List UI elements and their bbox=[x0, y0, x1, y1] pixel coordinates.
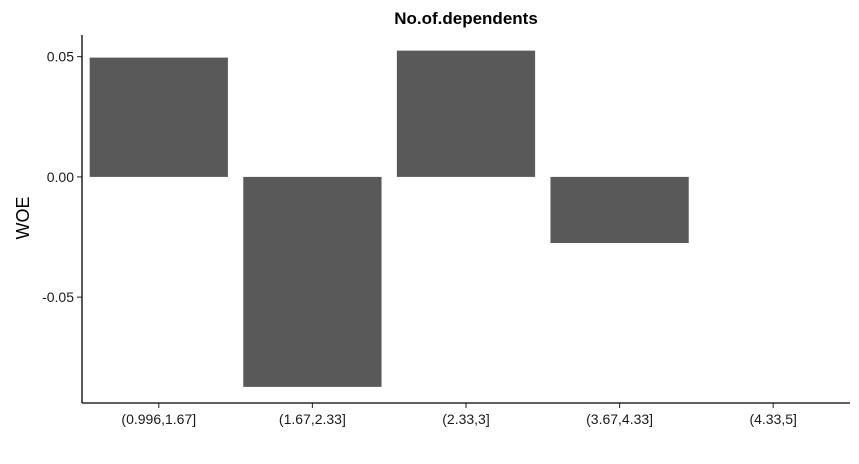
x-ticks-group: (0.996,1.67] (1.67,2.33] (2.33,3] (3.67,4.3… bbox=[121, 403, 797, 427]
bars-group bbox=[89, 50, 689, 387]
x-tick-label: (0.996,1.67] bbox=[121, 411, 196, 427]
y-axis-label: WOE bbox=[13, 197, 33, 240]
y-ticks-group: 0.05 0.00 -0.05 bbox=[42, 49, 82, 305]
x-tick-label: (3.67,4.33] bbox=[586, 411, 653, 427]
y-tick-label: 0.05 bbox=[47, 49, 74, 65]
x-tick-label: (4.33,5] bbox=[749, 411, 796, 427]
bar-0 bbox=[89, 57, 228, 177]
bar-3 bbox=[550, 176, 689, 244]
x-tick-label: (1.67,2.33] bbox=[279, 411, 346, 427]
chart-title: No.of.dependents bbox=[394, 9, 538, 28]
y-tick-label: 0.00 bbox=[47, 169, 74, 185]
y-tick-label: -0.05 bbox=[42, 289, 74, 305]
bar-1 bbox=[243, 176, 382, 387]
x-tick-label: (2.33,3] bbox=[442, 411, 489, 427]
bar-2 bbox=[396, 50, 536, 177]
